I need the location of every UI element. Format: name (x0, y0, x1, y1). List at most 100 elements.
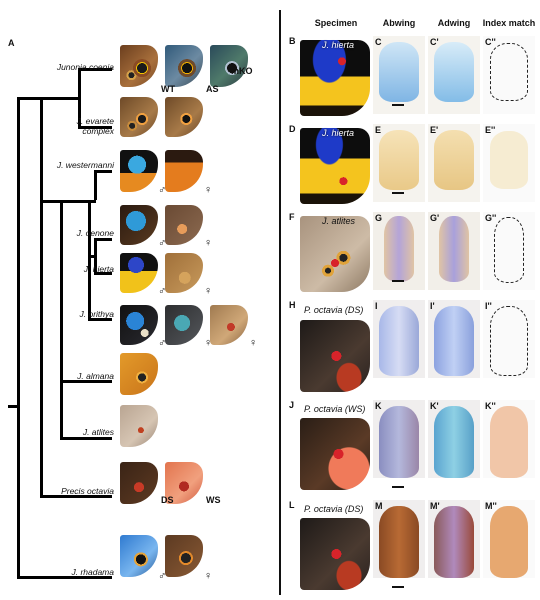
wing-image (120, 462, 158, 504)
panel-label: G'' (485, 213, 497, 223)
species-name: J. almana (77, 371, 114, 381)
specimen-wing (300, 216, 370, 292)
panel-label: B (289, 36, 296, 46)
male-symbol: ♂ (158, 285, 167, 297)
scale-image (490, 506, 528, 578)
code-label: DS (161, 495, 174, 505)
wing-image (165, 253, 203, 293)
species-name: J. rhadama (71, 567, 114, 577)
scale-image (379, 130, 419, 190)
female-symbol: ♀ (204, 337, 213, 349)
divider (279, 10, 281, 595)
panel-a-label: A (8, 38, 15, 48)
species-name: Precis octavia (61, 486, 114, 496)
female-symbol: ♀ (204, 285, 213, 297)
specimen-wing (300, 518, 370, 590)
panel-label: K (375, 401, 382, 411)
wing-image (120, 535, 158, 577)
panel-label: K'' (485, 401, 496, 411)
wing-image (120, 253, 158, 293)
panel-label: G (375, 213, 383, 223)
specimen-name: P. octavia (WS) (304, 404, 366, 414)
species-name: J. hierta (83, 264, 114, 274)
panel-label: C (375, 37, 382, 47)
wing-image (165, 535, 203, 577)
panel-label: M (375, 501, 383, 511)
panel-label: C' (430, 37, 439, 47)
wing-image (120, 45, 158, 87)
scale-bar (392, 104, 404, 106)
panel-label: I' (430, 301, 435, 311)
column-header-abwing: Abwing (382, 18, 416, 28)
scale-image (439, 216, 469, 282)
column-header-adwing: Adwing (437, 18, 471, 28)
scale-image (434, 306, 474, 376)
panel-label: F (289, 212, 295, 222)
wing-image (165, 97, 203, 137)
male-symbol: ♂ (158, 337, 167, 349)
panel-label: H (289, 300, 296, 310)
wing-image (120, 405, 158, 447)
panel-label: I (375, 301, 378, 311)
panel-label: E'' (485, 125, 496, 135)
specimen-wing (300, 418, 370, 490)
panel-label: M' (430, 501, 440, 511)
wing-image (120, 97, 158, 137)
female-symbol: ♀ (204, 184, 213, 196)
wing-image (120, 150, 158, 192)
specimen-name: P. octavia (DS) (304, 305, 364, 315)
species-name: Junonia coenia (56, 62, 114, 72)
specimen-wing (300, 320, 370, 392)
scale-bar (392, 486, 404, 488)
scale-image (434, 130, 474, 190)
panel-label: L (289, 500, 295, 510)
wing-image (120, 353, 158, 395)
scale-image (434, 42, 474, 102)
panel-label: I'' (485, 301, 492, 311)
code-label: WS (206, 495, 221, 505)
panel-label: D (289, 124, 296, 134)
panel-label: G' (430, 213, 440, 223)
male-symbol: ♂ (158, 570, 167, 582)
scale-image (490, 406, 528, 478)
scale-image (379, 306, 419, 376)
scale-image (379, 42, 419, 102)
dashed-outline (494, 217, 524, 283)
wing-image (165, 45, 203, 87)
scale-bar (392, 586, 404, 588)
species-name: J. atlites (82, 427, 114, 437)
code-label: AS (206, 84, 219, 94)
code-label: WT (161, 84, 175, 94)
dashed-outline (490, 306, 528, 376)
panel-label: M'' (485, 501, 497, 511)
specimen-name: J. atlites (322, 216, 356, 226)
wing-image (165, 305, 203, 345)
scale-image (434, 406, 474, 478)
specimen-name: P. octavia (DS) (304, 504, 364, 514)
dashed-outline (490, 43, 528, 101)
panel-label: J (289, 400, 295, 410)
scale-image (490, 131, 528, 189)
panel-label: K' (430, 401, 439, 411)
panel-label: E' (430, 125, 439, 135)
specimen-wing (300, 40, 370, 116)
female-symbol: ♀ (204, 570, 213, 582)
wing-image (210, 305, 248, 345)
scale-image (379, 506, 419, 578)
wing-image (165, 150, 203, 192)
column-header-specimen: Specimen (314, 18, 358, 28)
specimen-name: J. hierta (322, 128, 355, 138)
scale-bar (392, 192, 404, 194)
wing-image (120, 305, 158, 345)
panel-label: C'' (485, 37, 496, 47)
wing-image (165, 205, 203, 245)
code-label: mKO (231, 66, 253, 76)
panel-label: E (375, 125, 382, 135)
species-name: J. orithya (79, 309, 115, 319)
female-symbol: ♀ (204, 237, 213, 249)
wing-image (120, 205, 158, 245)
species-name: J. oenone (76, 228, 114, 238)
scale-image (379, 406, 419, 478)
female-symbol: ♀ (249, 337, 258, 349)
male-symbol: ♂ (158, 237, 167, 249)
